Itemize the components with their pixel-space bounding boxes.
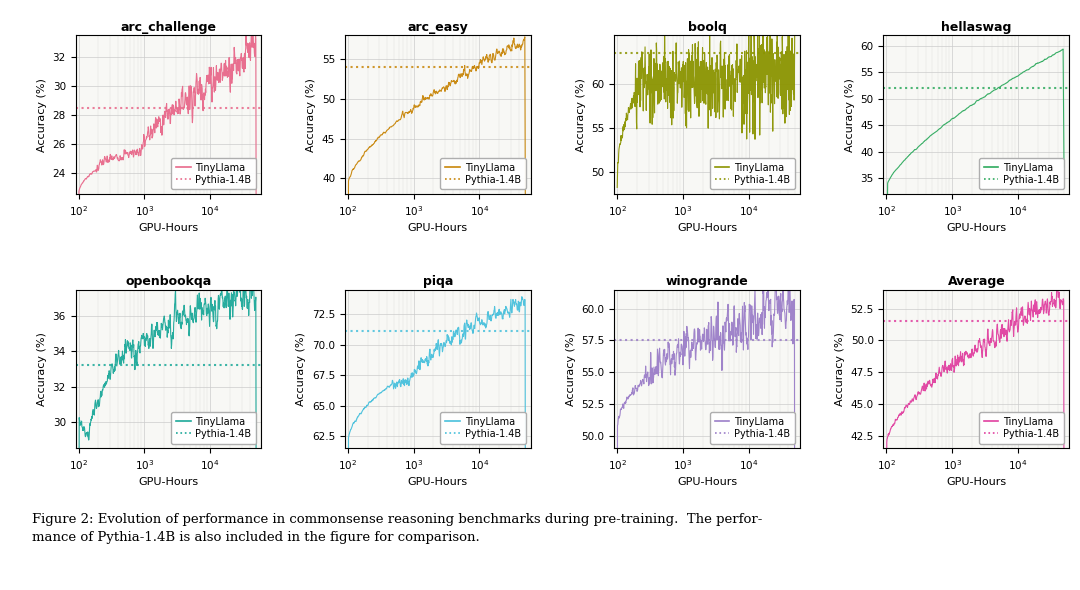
Legend: TinyLlama, Pythia-1.4B: TinyLlama, Pythia-1.4B bbox=[710, 158, 795, 189]
Title: boolq: boolq bbox=[688, 21, 727, 34]
X-axis label: GPU-Hours: GPU-Hours bbox=[407, 477, 468, 487]
X-axis label: GPU-Hours: GPU-Hours bbox=[946, 477, 1007, 487]
Y-axis label: Accuracy (%): Accuracy (%) bbox=[37, 332, 48, 406]
X-axis label: GPU-Hours: GPU-Hours bbox=[677, 477, 738, 487]
Title: piqa: piqa bbox=[422, 276, 453, 289]
Legend: TinyLlama, Pythia-1.4B: TinyLlama, Pythia-1.4B bbox=[171, 158, 256, 189]
Title: winogrande: winogrande bbox=[665, 276, 748, 289]
X-axis label: GPU-Hours: GPU-Hours bbox=[946, 224, 1007, 233]
Legend: TinyLlama, Pythia-1.4B: TinyLlama, Pythia-1.4B bbox=[980, 412, 1064, 444]
Y-axis label: Accuracy (%): Accuracy (%) bbox=[37, 78, 48, 152]
Y-axis label: Accuracy (%): Accuracy (%) bbox=[307, 78, 316, 152]
X-axis label: GPU-Hours: GPU-Hours bbox=[138, 224, 199, 233]
Y-axis label: Accuracy (%): Accuracy (%) bbox=[296, 332, 307, 406]
X-axis label: GPU-Hours: GPU-Hours bbox=[677, 224, 738, 233]
Y-axis label: Accuracy (%): Accuracy (%) bbox=[845, 78, 855, 152]
Legend: TinyLlama, Pythia-1.4B: TinyLlama, Pythia-1.4B bbox=[710, 412, 795, 444]
Text: Figure 2: Evolution of performance in commonsense reasoning benchmarks during pr: Figure 2: Evolution of performance in co… bbox=[32, 513, 762, 545]
Y-axis label: Accuracy (%): Accuracy (%) bbox=[566, 332, 576, 406]
Title: hellaswag: hellaswag bbox=[941, 21, 1012, 34]
Legend: TinyLlama, Pythia-1.4B: TinyLlama, Pythia-1.4B bbox=[171, 412, 256, 444]
Y-axis label: Accuracy (%): Accuracy (%) bbox=[835, 332, 845, 406]
Y-axis label: Accuracy (%): Accuracy (%) bbox=[576, 78, 585, 152]
Title: arc_challenge: arc_challenge bbox=[121, 21, 216, 34]
Legend: TinyLlama, Pythia-1.4B: TinyLlama, Pythia-1.4B bbox=[441, 158, 526, 189]
Title: arc_easy: arc_easy bbox=[407, 21, 468, 34]
Legend: TinyLlama, Pythia-1.4B: TinyLlama, Pythia-1.4B bbox=[980, 158, 1064, 189]
Title: Average: Average bbox=[947, 276, 1005, 289]
Legend: TinyLlama, Pythia-1.4B: TinyLlama, Pythia-1.4B bbox=[441, 412, 526, 444]
X-axis label: GPU-Hours: GPU-Hours bbox=[407, 224, 468, 233]
Title: openbookqa: openbookqa bbox=[125, 276, 212, 289]
X-axis label: GPU-Hours: GPU-Hours bbox=[138, 477, 199, 487]
